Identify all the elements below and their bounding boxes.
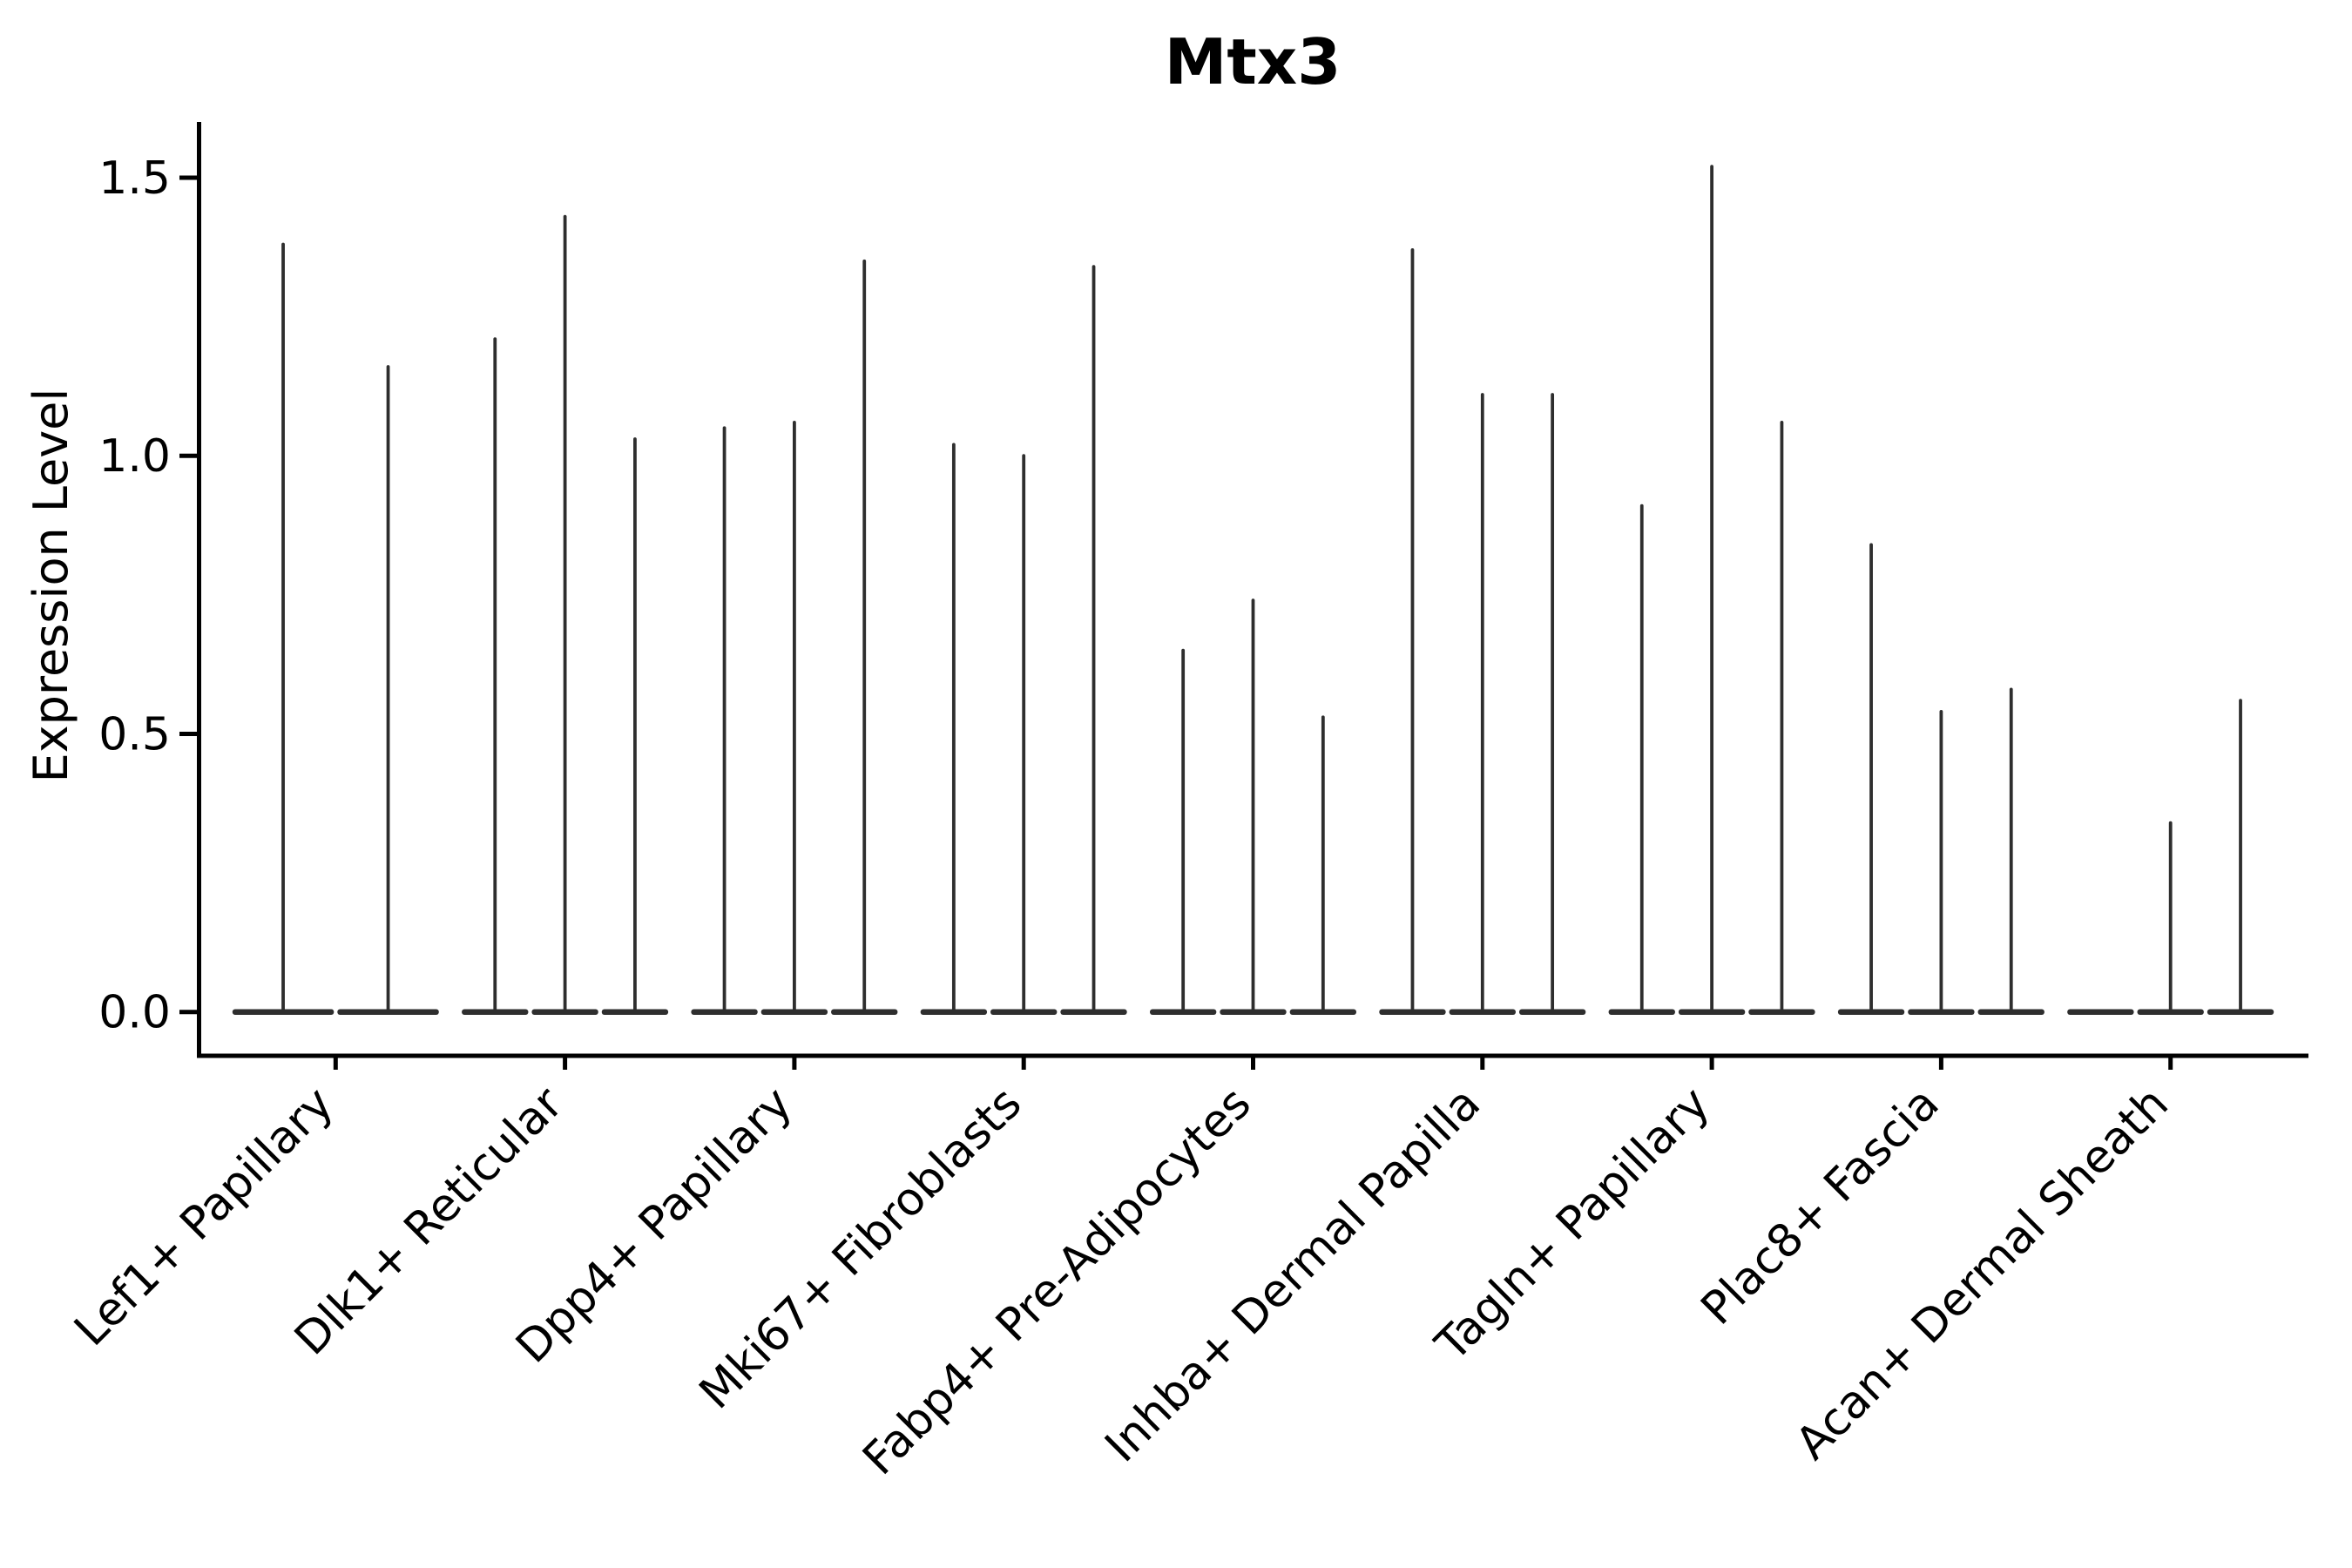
violin-group [691,259,898,1015]
violin-group [920,265,1127,1015]
violin-group [232,242,439,1015]
y-axis-ticks: 0.0 0.5 1.0 1.5 [98,152,199,1039]
y-axis-label: Expression Level [24,389,78,783]
y-tick-label: 0.0 [98,987,171,1039]
violin-group [1837,543,2044,1015]
y-tick-label: 1.0 [98,430,171,483]
violin-group [1379,248,1586,1015]
violin-group [1150,598,1356,1015]
violin-group [2067,699,2274,1015]
y-tick-label: 1.5 [98,152,171,205]
violin-body [2067,1009,2134,1015]
violin-group [462,214,669,1015]
y-tick-label: 0.5 [98,708,171,760]
violins [232,165,2274,1015]
violin-group [1608,165,1815,1015]
chart-title: Mtx3 [1165,25,1342,98]
